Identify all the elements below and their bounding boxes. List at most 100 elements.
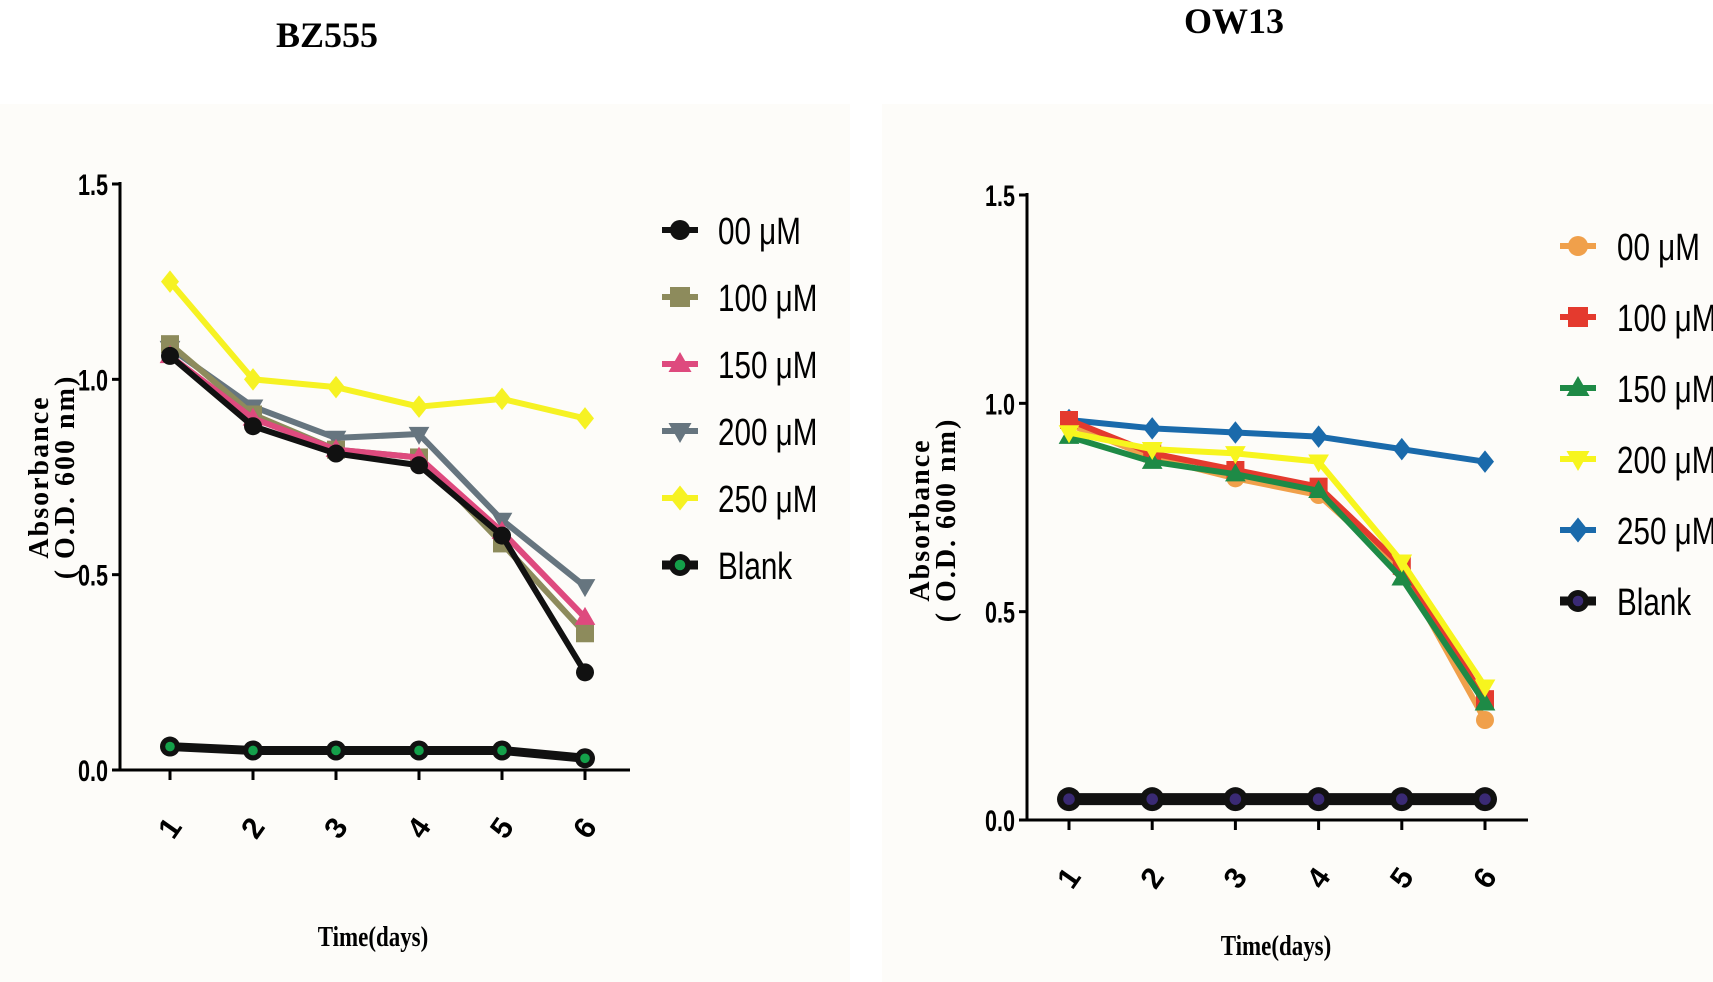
y-tick-label: 0.5 — [985, 595, 1015, 629]
data-point — [408, 426, 430, 445]
legend-item: 200 μM — [1560, 440, 1713, 482]
y-axis-label: Absorbance — [905, 438, 936, 601]
y-tick-label: 1.0 — [78, 363, 108, 397]
data-point-center — [1146, 793, 1158, 805]
y-tick-label: 0.5 — [78, 558, 108, 592]
series-00-M — [1060, 415, 1494, 729]
data-point — [244, 368, 262, 391]
legend-label: 200 μM — [1617, 440, 1713, 482]
data-point — [410, 395, 428, 418]
data-point — [1308, 480, 1329, 499]
x-tick-label: 5 — [484, 812, 521, 845]
data-point — [493, 526, 511, 545]
data-point — [576, 407, 594, 430]
data-point-center — [165, 741, 175, 752]
data-point-center — [1479, 793, 1491, 805]
legend-item: 250 μM — [662, 479, 817, 521]
series-100-M — [161, 335, 594, 643]
series-line — [168, 353, 588, 674]
legend-marker — [670, 287, 690, 307]
data-point — [244, 417, 262, 436]
data-point-center — [580, 753, 590, 764]
data-point — [161, 346, 179, 365]
series-line — [168, 353, 588, 620]
x-tick-label: 6 — [567, 812, 604, 845]
y-tick-label: 1.5 — [985, 178, 1015, 212]
data-point — [1476, 450, 1494, 473]
legend-label: 150 μM — [1617, 369, 1713, 411]
series-line — [168, 341, 588, 636]
chart-title-bz555: BZ555 — [276, 15, 379, 55]
data-point — [410, 456, 428, 475]
legend-label: Blank — [718, 546, 793, 588]
legend-marker — [670, 220, 690, 240]
y-tick-label: 0.0 — [78, 753, 108, 787]
data-point — [1141, 441, 1163, 460]
legend-marker-center — [674, 559, 686, 571]
x-tick-label: 3 — [318, 812, 355, 845]
x-tick-label: 5 — [1384, 862, 1421, 895]
series-line — [1067, 421, 1488, 722]
data-point — [1391, 554, 1413, 573]
data-point — [576, 624, 594, 643]
chart-title-ow13: OW13 — [1184, 1, 1285, 41]
data-point — [574, 579, 596, 598]
data-point-center — [414, 745, 424, 756]
legend-label: 200 μM — [718, 412, 817, 454]
x-axis-label: Time(days) — [318, 921, 429, 953]
legend-marker — [1566, 451, 1590, 471]
data-point — [1391, 567, 1413, 586]
legend-label: 00 μM — [1617, 227, 1700, 269]
legend-label: 00 μM — [718, 211, 801, 253]
legend-label: 150 μM — [718, 345, 817, 387]
legend-item: 150 μM — [1560, 369, 1713, 411]
legend-label: Blank — [1617, 582, 1692, 624]
data-point — [327, 375, 345, 399]
legend-item: 250 μM — [1560, 511, 1713, 553]
x-tick-label: 1 — [1051, 862, 1088, 895]
data-point — [1060, 411, 1078, 429]
legend-label: 100 μM — [718, 278, 817, 320]
x-tick-label: 3 — [1218, 862, 1255, 895]
series-Blank — [160, 736, 595, 769]
legend-marker — [1566, 376, 1590, 396]
x-tick-label: 1 — [152, 812, 189, 845]
y-axis-label: Absorbance — [24, 395, 55, 558]
legend-item: 100 μM — [1560, 298, 1713, 340]
y-tick-label: 1.0 — [985, 387, 1015, 421]
y-tick-label: 1.5 — [78, 167, 108, 201]
legend-label: 250 μM — [718, 479, 817, 521]
data-point-center — [1312, 793, 1325, 805]
data-point — [1309, 425, 1328, 448]
series-line — [1068, 433, 1488, 705]
legend-marker — [1568, 517, 1588, 543]
series-line — [1068, 417, 1486, 465]
y-axis-label-units: ( O.D. 600 nm) — [931, 418, 962, 623]
data-point-center — [331, 745, 341, 756]
legend-item: 100 μM — [662, 278, 817, 320]
series-line — [167, 279, 586, 422]
data-point-center — [497, 745, 507, 756]
data-point — [1226, 421, 1245, 444]
data-point — [574, 606, 596, 625]
data-point — [1058, 425, 1080, 444]
data-point — [576, 663, 594, 682]
data-point — [493, 387, 511, 411]
legend-item: 200 μM — [662, 412, 817, 454]
legend-marker — [1568, 236, 1588, 256]
series-line — [168, 345, 587, 589]
x-tick-label: 6 — [1467, 862, 1504, 895]
series-line — [1068, 429, 1488, 689]
data-point-center — [1229, 793, 1242, 805]
x-axis-label: Time(days) — [1221, 930, 1332, 962]
chart-bz555: 0.0 0.5 1.0 1.5 1 2 3 4 5 6 Time(days) Absorbance( … — [24, 167, 817, 952]
legend-label: 100 μM — [1617, 298, 1713, 340]
data-point — [1143, 417, 1162, 440]
data-point — [1474, 692, 1496, 711]
x-tick-label: 4 — [1301, 862, 1338, 895]
y-tick-label: 0.0 — [985, 803, 1015, 837]
legend-item: Blank — [662, 546, 793, 588]
data-point-center — [1063, 793, 1075, 805]
chart-panel-bz555 — [0, 104, 850, 982]
